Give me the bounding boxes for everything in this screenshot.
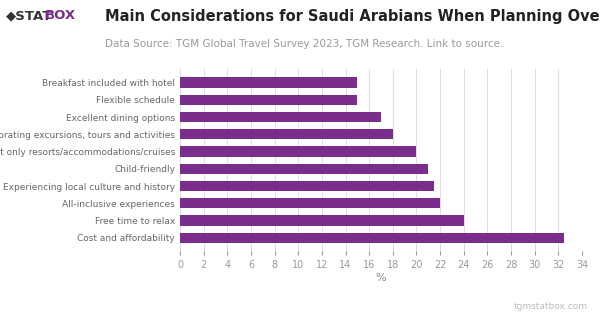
Bar bbox=[180, 95, 358, 105]
Bar bbox=[180, 129, 393, 139]
Bar bbox=[180, 198, 440, 208]
Text: ◆STAT: ◆STAT bbox=[6, 9, 52, 22]
Bar bbox=[180, 233, 564, 243]
Bar bbox=[180, 112, 381, 122]
Text: BOX: BOX bbox=[45, 9, 76, 22]
X-axis label: %: % bbox=[376, 273, 386, 283]
Bar bbox=[180, 181, 434, 191]
Bar bbox=[180, 164, 428, 174]
Text: Data Source: TGM Global Travel Survey 2023, TGM Research. Link to source.: Data Source: TGM Global Travel Survey 20… bbox=[105, 39, 503, 49]
Bar bbox=[180, 215, 464, 226]
Bar bbox=[180, 146, 416, 157]
Bar bbox=[180, 77, 358, 88]
Text: Main Considerations for Saudi Arabians When Planning Overseas Trips 2023: Main Considerations for Saudi Arabians W… bbox=[105, 9, 600, 24]
Text: tgmstatbox.com: tgmstatbox.com bbox=[514, 302, 588, 311]
